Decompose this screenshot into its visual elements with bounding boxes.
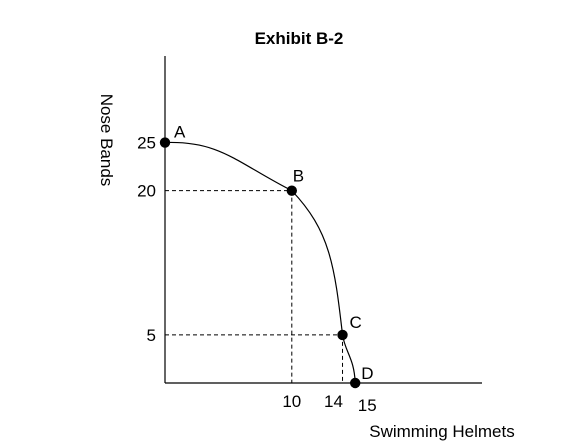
chart-title: Exhibit B-2: [255, 29, 344, 48]
point-label-b: B: [293, 167, 304, 186]
y-tick-20: 20: [137, 182, 156, 201]
y-tick-5: 5: [147, 326, 156, 345]
point-label-c: C: [350, 313, 362, 332]
ppf-curve: [164, 141, 356, 384]
point-a: [159, 137, 171, 148]
point-c: [337, 329, 348, 341]
point-d: [350, 377, 361, 389]
x-tick-15: 15: [358, 396, 377, 415]
point-label-a: A: [174, 123, 186, 142]
point-b: [286, 185, 297, 196]
x-axis-label: Swimming Helmets: [369, 422, 514, 441]
y-axis-label: Nose Bands: [97, 94, 116, 187]
x-tick-14: 14: [324, 392, 343, 411]
point-label-d: D: [361, 364, 373, 383]
x-tick-10: 10: [282, 392, 301, 411]
chart-marks: A B C D 25 20 5 10 14 15: [137, 56, 482, 415]
y-tick-25: 25: [137, 134, 156, 153]
